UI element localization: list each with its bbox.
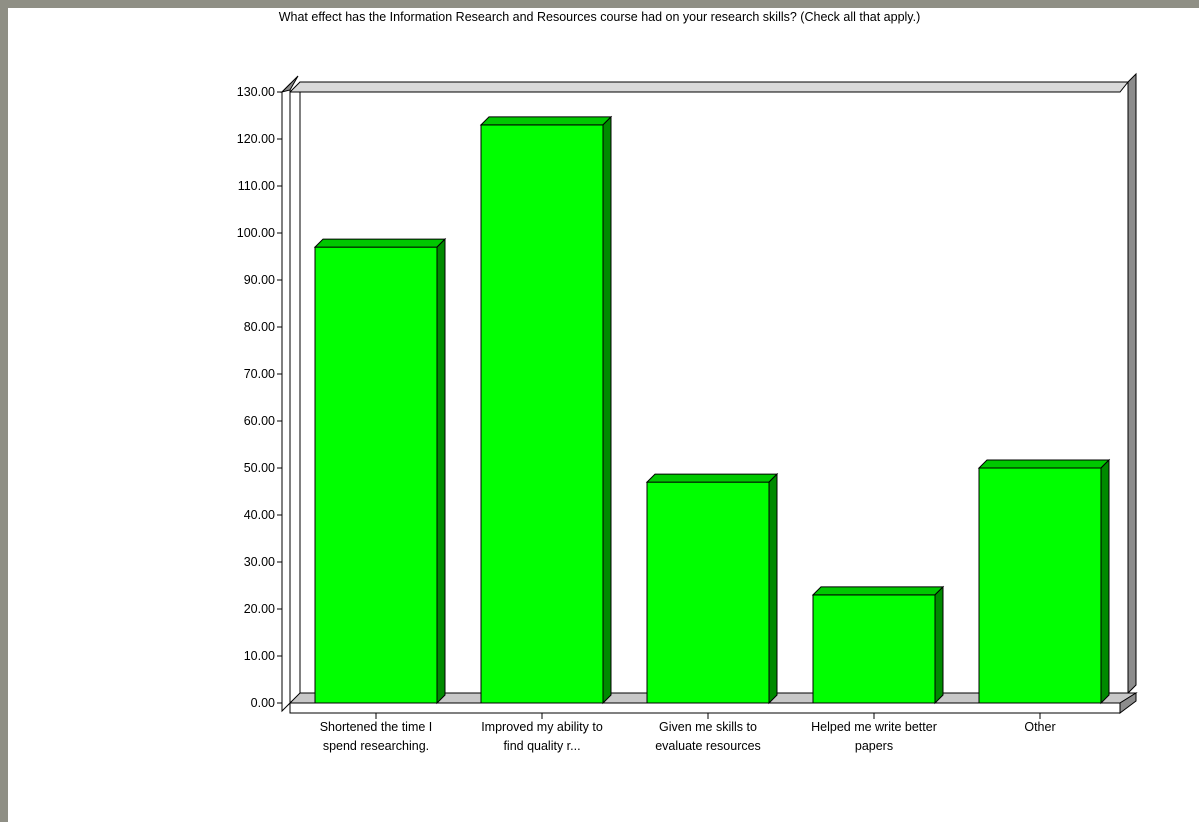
y-tick-label: 70.00	[244, 367, 275, 381]
bar-front	[480, 124, 604, 704]
x-tick-label-line: Improved my ability to	[481, 720, 603, 734]
bar	[977, 458, 1111, 705]
y-tick-label: 20.00	[244, 602, 275, 616]
x-tick-label-line: papers	[855, 739, 893, 753]
y-tick-label: 30.00	[244, 555, 275, 569]
x-tick-label-line: spend researching.	[323, 739, 429, 753]
bar-front	[646, 481, 770, 704]
y-axis: 0.00 10.00 20.00 30.00 40.00 50.00 60.00 70.00 8…	[237, 85, 283, 711]
bar-top	[479, 116, 613, 126]
floor-side	[1119, 692, 1137, 714]
bar-front	[978, 467, 1102, 704]
y-tick-label: 110.00	[238, 179, 275, 193]
bar	[811, 585, 945, 705]
bar-top	[313, 238, 447, 248]
bar-top	[645, 473, 779, 483]
bar-top	[811, 586, 945, 596]
back-wall-top	[288, 81, 1130, 93]
y-tick-label: 40.00	[244, 508, 275, 522]
y-tick-label: 0.00	[251, 696, 275, 710]
bar	[479, 115, 613, 705]
x-tick-label-line: find quality r...	[503, 739, 580, 753]
bar-top	[977, 459, 1111, 469]
x-tick-label-line: evaluate resources	[655, 739, 761, 753]
x-axis-labels: Shortened the time I spend researching. Im…	[320, 720, 1056, 753]
bar-front	[314, 246, 438, 704]
bar-front	[812, 594, 936, 704]
y-tick-label: 130.00	[237, 85, 275, 99]
bar	[645, 472, 779, 705]
x-tick-label-line: Given me skills to	[659, 720, 757, 734]
x-tick-label-line: Shortened the time I	[320, 720, 433, 734]
y-tick-label: 50.00	[244, 461, 275, 475]
bars	[313, 115, 1111, 719]
floor-front	[289, 702, 1121, 714]
y-tick-label: 80.00	[244, 320, 275, 334]
bar-side	[602, 115, 612, 705]
y-tick-label: 10.00	[244, 649, 275, 663]
left-wall	[281, 82, 291, 713]
chart-title: What effect has the Information Research…	[278, 10, 921, 24]
x-tick-label: Given me skills to evaluate resources	[655, 720, 761, 753]
x-tick-label: Other	[1024, 720, 1055, 734]
bar-side	[934, 585, 944, 705]
x-tick-label-line: Helped me write better	[811, 720, 937, 734]
right-wall	[1127, 72, 1137, 695]
bar	[313, 237, 447, 705]
left-wall-top	[280, 75, 299, 93]
y-tick-label: 120.00	[237, 132, 275, 146]
y-tick-label: 100.00	[237, 226, 275, 240]
bar-side	[768, 472, 778, 705]
x-tick-label-line: Other	[1024, 720, 1055, 734]
x-tick-label: Helped me write better papers	[811, 720, 937, 753]
bar-side	[1100, 458, 1110, 705]
y-tick-label: 60.00	[244, 414, 275, 428]
x-tick-label: Shortened the time I spend researching.	[320, 720, 433, 753]
y-tick-label: 90.00	[244, 273, 275, 287]
bar-side	[436, 237, 446, 705]
x-tick-label: Improved my ability to find quality r...	[481, 720, 603, 753]
